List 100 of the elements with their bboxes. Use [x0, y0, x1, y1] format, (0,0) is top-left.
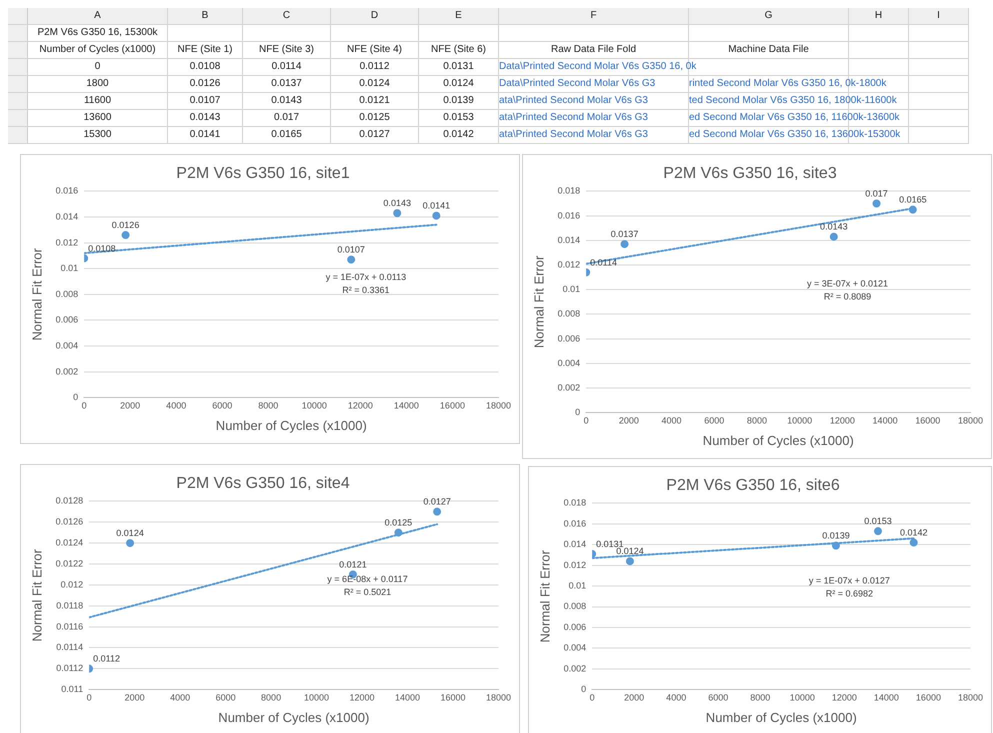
annotation: y = 3E-07x + 0.0121: [806, 278, 888, 288]
text: F: [590, 10, 597, 21]
data-label: 0.017: [865, 188, 888, 198]
x-tick-label: 8000: [261, 692, 282, 702]
x-tick-label: 0: [590, 692, 595, 702]
data-label: 0.0124: [616, 546, 644, 556]
data-label: 0.0108: [88, 243, 116, 254]
text: I: [937, 10, 940, 21]
y-tick-label: 0.002: [558, 382, 580, 392]
text: 13600: [84, 112, 112, 123]
y-tick-label: 0: [575, 407, 580, 418]
text: 0.0141: [190, 129, 220, 140]
y-tick-label: 0.0114: [56, 642, 84, 652]
text: ed Second Molar V6s G350 16, 11600k-13600k: [689, 112, 900, 123]
x-tick-label: 18000: [486, 692, 511, 702]
text: 0.0127: [359, 129, 390, 140]
x-axis-title: Number of Cycles (x1000): [706, 710, 857, 725]
y-tick-label: 0.014: [56, 211, 78, 222]
x-tick-label: 2000: [618, 415, 639, 426]
data-label: 0.0131: [596, 538, 624, 549]
x-tick-label: 4000: [166, 400, 186, 410]
x-tick-label: 12000: [830, 415, 855, 426]
text: 0.0137: [271, 78, 302, 89]
x-tick-label: 2000: [120, 400, 140, 410]
data-label: 0.0112: [93, 654, 120, 664]
x-tick-label: 12000: [832, 692, 857, 702]
text: NFE (Site 4): [346, 44, 402, 55]
text: ata\Printed Second Molar V6s G3: [499, 95, 648, 106]
text: 0.0143: [190, 112, 220, 123]
x-tick-label: 16000: [440, 400, 465, 410]
point: [394, 528, 402, 537]
x-tick-label: 10000: [302, 400, 327, 410]
text: 0.017: [274, 112, 300, 123]
data-label: 0.0139: [822, 530, 850, 541]
text: ed Second Molar V6s G350 16, 13600k-15300k: [689, 129, 900, 140]
x-tick-label: 16000: [916, 692, 941, 702]
y-tick-label: 0.0124: [56, 538, 84, 548]
x-tick-label: 6000: [708, 692, 728, 702]
data-label: 0.0127: [423, 496, 451, 507]
y-tick-label: 0.004: [56, 340, 78, 350]
x-tick-label: 16000: [915, 415, 940, 426]
text: ted Second Molar V6s G350 16, 1800k-11600k: [689, 95, 897, 106]
x-tick-label: 6000: [216, 692, 236, 702]
y-tick-label: 0.012: [564, 560, 586, 570]
x-tick-label: 10000: [790, 692, 815, 702]
x-tick-label: 6000: [212, 400, 232, 410]
text: NFE (Site 1): [177, 44, 232, 55]
data-label: 0.0121: [339, 559, 367, 570]
y-tick-label: 0.01: [60, 263, 78, 274]
point: [626, 557, 634, 566]
text: D: [370, 10, 378, 21]
point: [832, 542, 840, 550]
text: NFE (Site 3): [258, 44, 314, 55]
point: [122, 231, 130, 240]
text: NFE (Site 6): [430, 44, 486, 55]
y-tick-label: 0.004: [564, 642, 586, 653]
text: 1800: [86, 78, 109, 89]
y-tick-label: 0.008: [564, 601, 586, 612]
y-tick-label: 0.012: [558, 259, 580, 270]
x-tick-label: 2000: [624, 692, 644, 702]
y-tick-label: 0.018: [564, 498, 586, 508]
annotation: y = 1E-07x + 0.0127: [808, 575, 890, 586]
y-tick-label: 0.006: [56, 314, 78, 325]
x-tick-label: 0: [86, 692, 92, 702]
point: [347, 256, 356, 264]
x-tick-label: 10000: [787, 415, 812, 426]
text: 0: [94, 61, 100, 72]
text: 0.0124: [359, 78, 390, 89]
x-tick-label: 8000: [258, 400, 278, 410]
annotation: y = 6E-08x + 0.0117: [327, 574, 408, 584]
y-tick-label: 0.0118: [56, 600, 84, 610]
data-label: 0.0143: [383, 198, 411, 208]
point: [910, 538, 918, 547]
y-tick-label: 0.018: [558, 186, 580, 196]
chart-title: P2M V6s G350 16, site3: [663, 165, 837, 182]
y-tick-label: 0.016: [56, 186, 78, 196]
y-axis-title: Normal Fit Error: [537, 550, 552, 643]
text: 0.0108: [190, 61, 220, 72]
y-tick-label: 0.01: [568, 580, 586, 591]
y-tick-label: 0.002: [564, 663, 586, 674]
text: 0.0131: [443, 61, 474, 72]
y-tick-label: 0.012: [60, 579, 84, 590]
x-tick-label: 8000: [750, 692, 770, 702]
data-label: 0.0141: [422, 200, 450, 211]
y-tick-label: 0.0112: [56, 663, 84, 674]
y-tick-label: 0.014: [564, 539, 586, 550]
text: 11600: [84, 95, 112, 106]
x-tick-label: 18000: [486, 400, 511, 410]
y-tick-label: 0.004: [558, 358, 580, 368]
y-tick-label: 0.0126: [56, 516, 84, 527]
text: Machine Data File: [728, 44, 809, 55]
text: 0.0124: [443, 78, 474, 89]
data-label: 0.0165: [899, 194, 927, 205]
text: 0.0143: [271, 95, 302, 106]
x-tick-label: 14000: [874, 692, 899, 702]
text: ata\Printed Second Molar V6s G3: [499, 112, 648, 123]
x-tick-label: 14000: [872, 415, 898, 426]
y-tick-label: 0.016: [564, 518, 586, 528]
x-tick-label: 2000: [124, 692, 145, 702]
text: 0.0139: [443, 95, 474, 106]
